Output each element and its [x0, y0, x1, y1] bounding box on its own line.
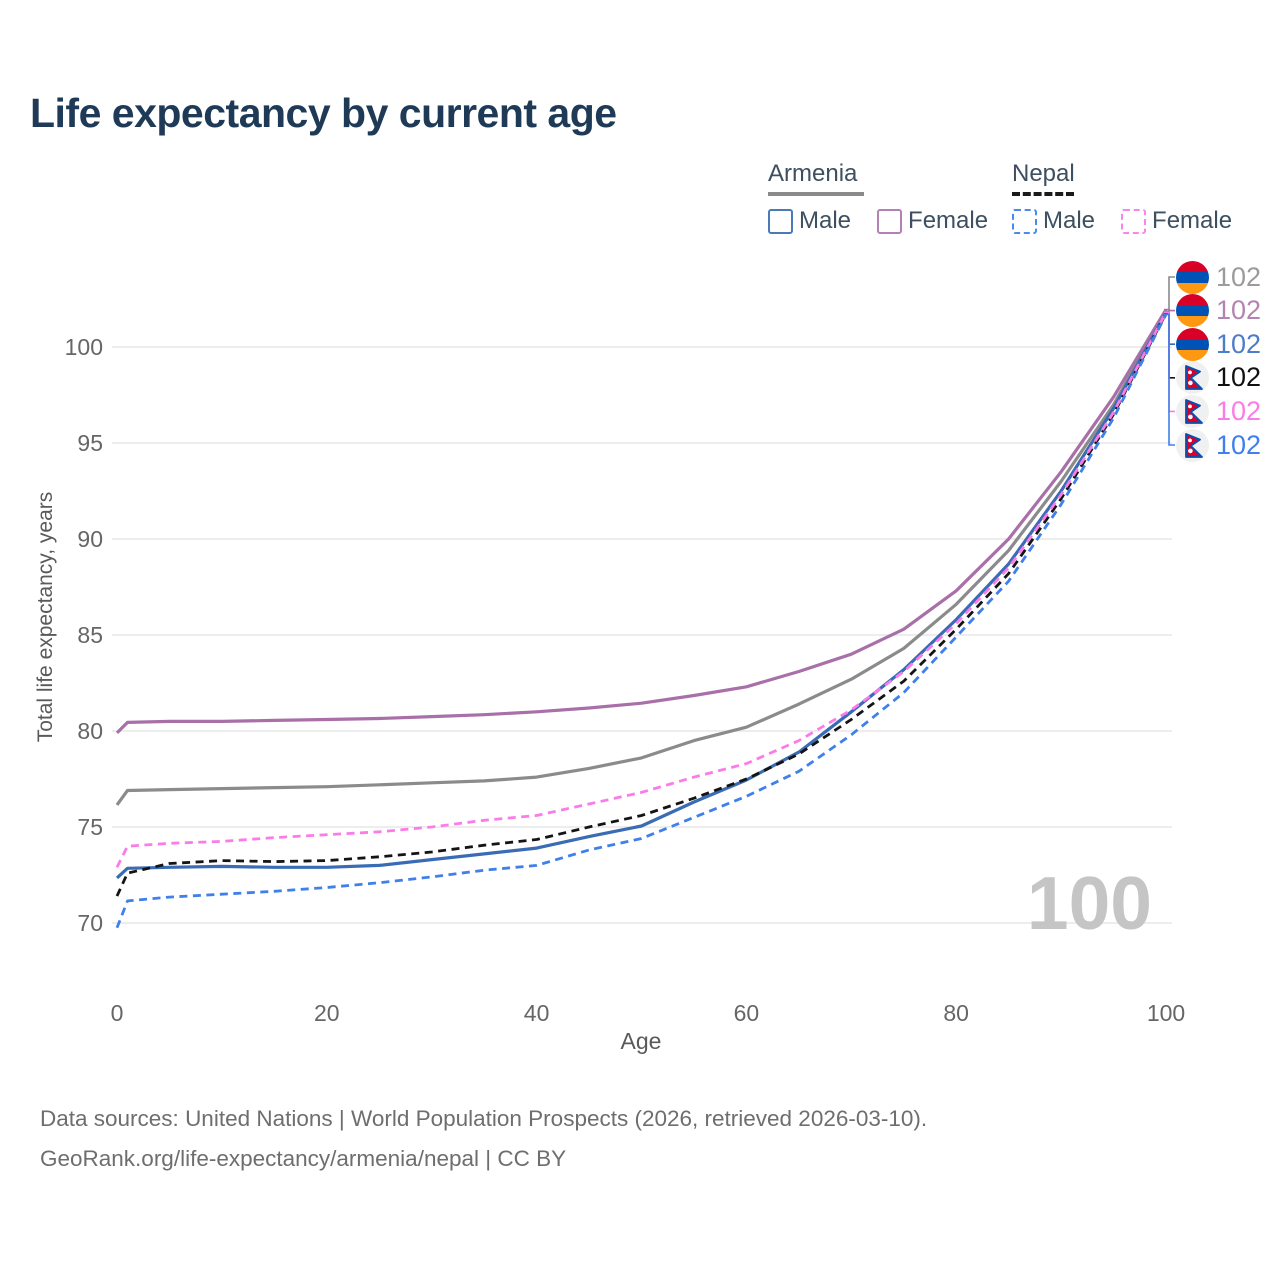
legend-group-nepal: Nepal Male Female [1012, 160, 1232, 235]
end-label-row-nepal-both: 102 [1176, 361, 1261, 395]
legend-label-armenia-female: Female [908, 207, 989, 234]
end-label-row-nepal-female: 102 [1176, 394, 1261, 428]
armenia-flag-icon [1176, 327, 1209, 361]
checkbox-armenia-male[interactable] [768, 208, 793, 234]
legend-item-nepal-female[interactable]: Female [1121, 207, 1232, 235]
y-tick-label: 100 [65, 334, 103, 360]
end-value-label-nepal-female: 102 [1216, 395, 1262, 426]
series-line-nepal-male[interactable] [115, 313, 1168, 929]
end-value-label-armenia-both: 102 [1216, 261, 1262, 292]
label-connector-armenia-female [1164, 308, 1175, 312]
x-tick-label: 100 [1147, 1000, 1185, 1026]
x-tick-label: 40 [524, 1000, 550, 1026]
nepal-flag-icon [1176, 361, 1209, 395]
x-tick-label: 60 [734, 1000, 760, 1026]
label-connector-armenia-both [1164, 276, 1175, 313]
end-value-label-armenia-female: 102 [1216, 295, 1262, 326]
legend-country-nepal: Nepal [1012, 160, 1075, 187]
nepal-flag-icon [1176, 428, 1209, 462]
age-counter-watermark: 100 [1026, 861, 1152, 945]
nepal-flag-icon [1176, 394, 1209, 428]
x-axis-title: Age [620, 1028, 662, 1054]
end-value-label-nepal-both: 102 [1216, 362, 1262, 393]
footer-url: GeoRank.org/life-expectancy/armenia/nepa… [40, 1146, 567, 1171]
series-line-armenia-both[interactable] [115, 310, 1168, 806]
series-line-nepal-female[interactable] [115, 311, 1168, 868]
legend-country-armenia: Armenia [768, 160, 858, 187]
legend-underline-nepal [1012, 192, 1074, 196]
footer-sources: Data sources: United Nations | World Pop… [40, 1106, 928, 1131]
x-tick-label: 20 [314, 1000, 340, 1026]
y-axis-title: Total life expectancy, years [34, 491, 57, 743]
legend-label-nepal-female: Female [1152, 207, 1233, 234]
series-line-armenia-female[interactable] [115, 308, 1168, 735]
legend-group-armenia: Armenia Male Female [768, 160, 988, 235]
end-value-label-armenia-male: 102 [1216, 328, 1262, 359]
page-title: Life expectancy by current age [30, 90, 617, 136]
legend-label-nepal-male: Male [1043, 207, 1096, 234]
legend-underline-armenia [768, 192, 864, 196]
checkbox-nepal-male[interactable] [1012, 208, 1037, 234]
y-tick-label: 85 [77, 622, 103, 648]
end-value-label-nepal-male: 102 [1216, 429, 1262, 460]
end-label-row-armenia-male: 102 [1176, 327, 1261, 361]
x-tick-label: 0 [111, 1000, 124, 1026]
legend-item-armenia-female[interactable]: Female [877, 207, 988, 235]
checkbox-armenia-female[interactable] [877, 208, 903, 234]
x-tick-label: 80 [943, 1000, 969, 1026]
label-connector-nepal-male [1164, 313, 1175, 446]
series-line-nepal-both[interactable] [115, 312, 1168, 897]
end-label-row-nepal-male: 102 [1176, 428, 1261, 462]
legend-item-nepal-male[interactable]: Male [1012, 207, 1095, 235]
armenia-flag-icon [1176, 294, 1209, 328]
y-tick-label: 70 [77, 910, 103, 936]
y-tick-label: 90 [77, 526, 103, 552]
series-line-armenia-male[interactable] [115, 311, 1168, 880]
legend-item-armenia-male[interactable]: Male [768, 207, 851, 235]
end-label-row-armenia-both: 102 [1176, 260, 1261, 294]
y-tick-label: 95 [77, 430, 103, 456]
end-label-row-armenia-female: 102 [1176, 294, 1261, 328]
y-tick-label: 75 [77, 814, 103, 840]
checkbox-nepal-female[interactable] [1121, 208, 1147, 234]
armenia-flag-icon [1176, 260, 1209, 294]
y-tick-label: 80 [77, 718, 103, 744]
legend-label-armenia-male: Male [799, 207, 852, 234]
